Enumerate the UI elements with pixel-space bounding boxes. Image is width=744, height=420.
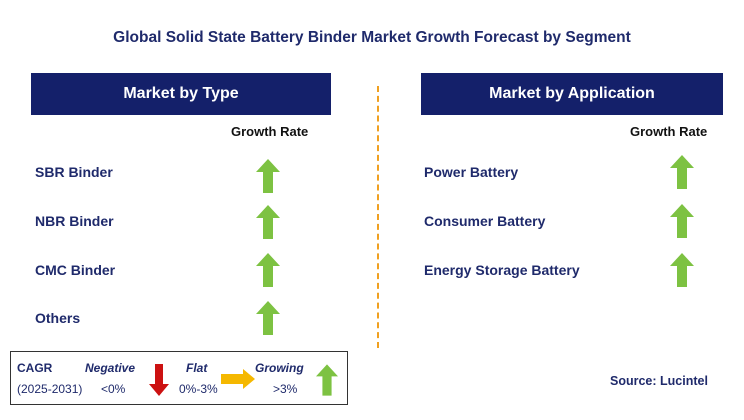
row-label-cmc-binder: CMC Binder — [35, 262, 116, 278]
panel-divider — [377, 86, 379, 348]
up-arrow-icon — [670, 155, 694, 189]
row-label-sbr-binder: SBR Binder — [35, 164, 113, 180]
legend-flat-range: 0%-3% — [179, 382, 218, 396]
row-label-nbr-binder: NBR Binder — [35, 213, 114, 229]
right-arrow-icon — [221, 369, 255, 389]
legend-growing-range: >3% — [273, 382, 298, 396]
legend-flat-label: Flat — [186, 361, 208, 375]
growth-rate-label-application: Growth Rate — [630, 124, 708, 139]
down-arrow-icon — [149, 364, 169, 396]
legend-negative-label: Negative — [85, 361, 136, 375]
up-arrow-icon — [256, 253, 280, 287]
legend-cagr-label: CAGR — [17, 361, 53, 375]
cagr-legend: CAGR (2025-2031) Negative <0% Flat 0%-3%… — [10, 351, 348, 405]
page-title: Global Solid State Battery Binder Market… — [113, 29, 631, 46]
up-arrow-icon — [256, 205, 280, 239]
source-note: Source: Lucintel — [610, 374, 708, 388]
up-arrow-icon — [256, 301, 280, 335]
legend-period: (2025-2031) — [17, 382, 83, 396]
row-label-power-battery: Power Battery — [424, 164, 519, 180]
legend-growing-label: Growing — [255, 361, 304, 375]
row-label-others: Others — [35, 310, 81, 326]
up-arrow-icon — [670, 253, 694, 287]
panel-header-type: Market by Type — [31, 73, 331, 115]
panel-header-application: Market by Application — [421, 73, 723, 115]
row-label-consumer-battery: Consumer Battery — [424, 213, 546, 229]
up-arrow-icon — [670, 204, 694, 238]
up-arrow-icon — [256, 159, 280, 193]
legend-negative-range: <0% — [101, 382, 126, 396]
row-label-energy-storage-battery: Energy Storage Battery — [424, 262, 580, 278]
up-arrow-icon — [316, 364, 338, 396]
growth-rate-label-type: Growth Rate — [231, 124, 309, 139]
